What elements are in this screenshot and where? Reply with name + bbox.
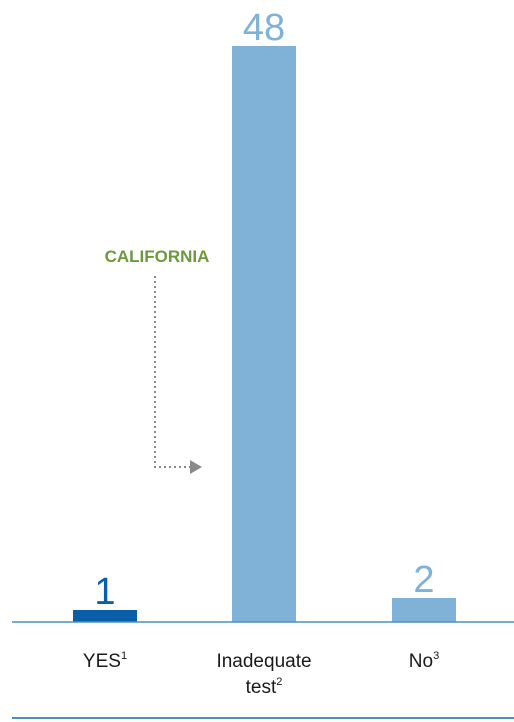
value-labels-layer: 1 48 2: [94, 7, 434, 613]
value-label-2: 48: [243, 7, 285, 49]
category-label-2-line-1: Inadequate: [216, 651, 311, 672]
annotation-arrow: [154, 276, 192, 468]
bars-layer: [73, 46, 456, 622]
category-label-3: No3: [409, 650, 439, 672]
bar-1: [73, 610, 137, 622]
value-label-3: 2: [413, 559, 434, 601]
bar-2: [232, 46, 296, 622]
category-label-1: YES1: [83, 650, 127, 672]
annotation: CALIFORNIA: [105, 247, 210, 474]
bar-3: [392, 598, 456, 622]
annotation-label: CALIFORNIA: [105, 247, 210, 266]
arrowhead-icon: [190, 460, 202, 474]
category-label-2-line-2: test2: [246, 676, 283, 698]
category-labels-layer: YES1 Inadequate test2 No3: [83, 650, 439, 698]
value-label-1: 1: [94, 571, 115, 613]
